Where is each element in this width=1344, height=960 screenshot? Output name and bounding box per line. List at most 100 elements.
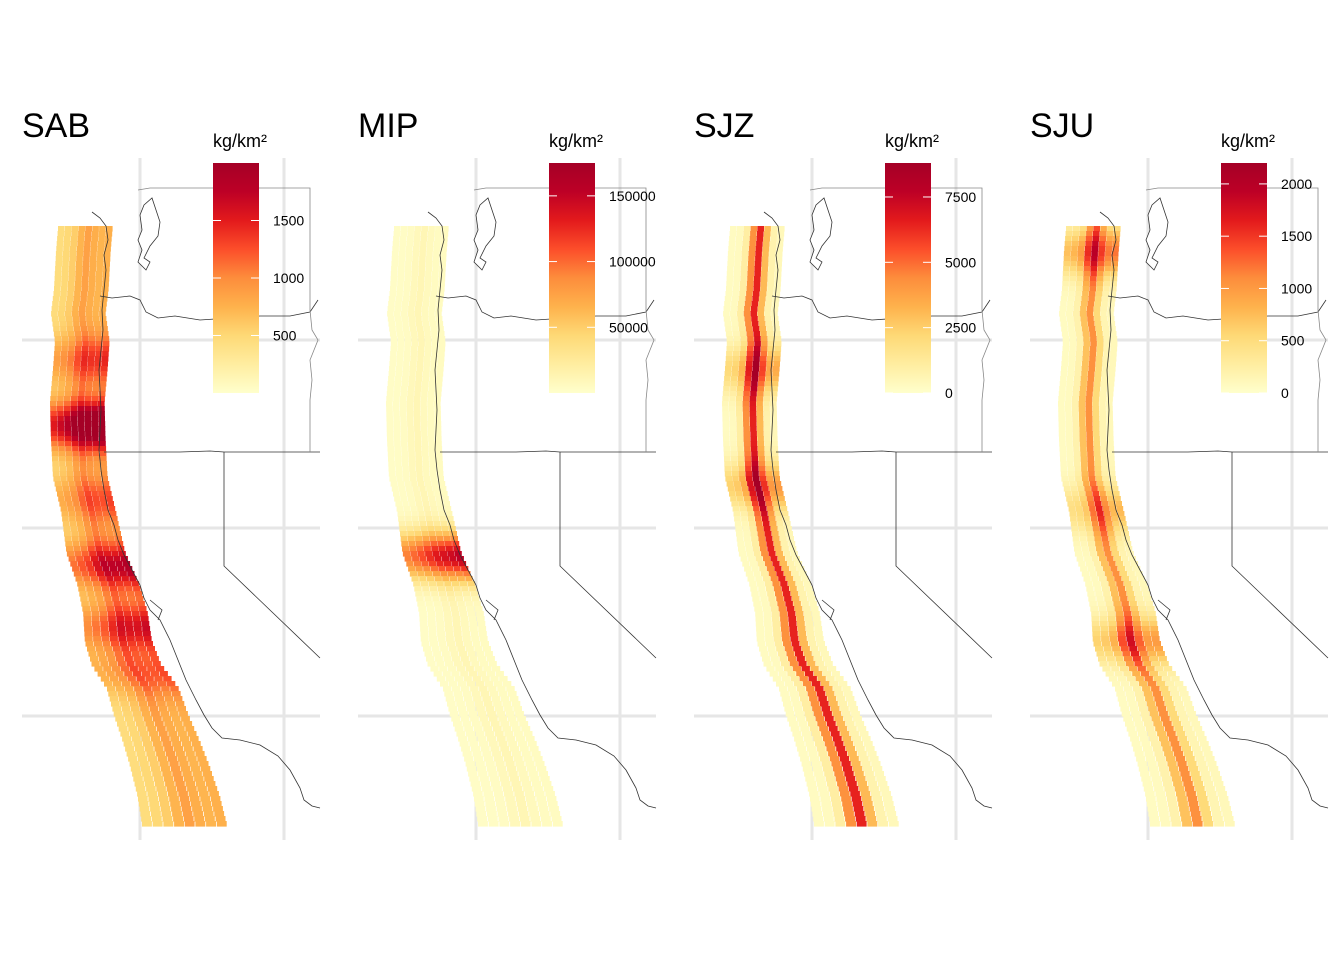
density-cell <box>737 496 744 502</box>
density-cell <box>453 631 462 637</box>
density-cell <box>742 411 750 417</box>
density-cell <box>1107 306 1115 312</box>
density-cell <box>818 751 828 757</box>
density-cell <box>172 741 182 747</box>
density-cell <box>412 521 420 527</box>
density-cell <box>434 491 441 497</box>
density-cell <box>1201 746 1211 752</box>
density-cell <box>1110 341 1118 347</box>
density-cell <box>1110 351 1117 357</box>
density-cell <box>422 321 430 327</box>
density-cell <box>407 426 414 432</box>
density-cell <box>840 791 850 797</box>
density-cell <box>1070 521 1078 527</box>
density-cell <box>723 306 731 312</box>
density-cell <box>801 576 809 582</box>
density-cell <box>776 246 783 252</box>
density-cell <box>179 711 188 717</box>
density-cell <box>1093 311 1100 317</box>
density-cell <box>470 631 479 637</box>
density-cell <box>800 596 808 602</box>
density-cell <box>434 396 441 402</box>
density-cell <box>1159 736 1168 742</box>
density-cell <box>463 676 472 682</box>
density-cell <box>743 386 751 392</box>
density-cell <box>425 256 433 262</box>
density-cell <box>466 706 476 712</box>
density-cell <box>109 631 118 637</box>
density-cell <box>1106 426 1114 432</box>
density-cell <box>437 366 444 372</box>
density-cell <box>408 566 416 572</box>
density-cell <box>428 381 436 387</box>
density-cell <box>755 616 764 622</box>
density-cell <box>151 816 162 822</box>
density-cell <box>1077 516 1084 522</box>
density-cell <box>462 751 472 757</box>
density-cell <box>738 461 745 467</box>
density-cell <box>419 621 428 627</box>
density-cell <box>64 436 72 442</box>
density-cell <box>1166 706 1176 712</box>
density-cell <box>1109 356 1117 362</box>
density-cell <box>766 541 774 547</box>
density-cell <box>751 456 758 462</box>
density-cell <box>435 531 443 537</box>
density-cell <box>1086 436 1093 442</box>
density-cell <box>419 616 428 622</box>
density-cell <box>777 526 785 532</box>
density-cell <box>1096 331 1103 337</box>
density-cell <box>784 706 794 712</box>
density-cell <box>417 286 425 292</box>
density-cell <box>453 566 461 572</box>
density-cell <box>1104 266 1111 272</box>
density-cell <box>774 641 783 647</box>
density-cell <box>425 266 432 272</box>
density-cell <box>495 671 504 677</box>
density-cell <box>415 301 423 307</box>
density-cell <box>70 561 78 567</box>
density-cell <box>802 681 812 687</box>
density-cell <box>758 381 765 387</box>
density-cell <box>67 506 74 512</box>
density-cell <box>1061 356 1069 362</box>
density-cell <box>1125 566 1133 572</box>
density-cell <box>400 426 407 432</box>
density-cell <box>430 356 438 362</box>
density-cell <box>120 666 130 672</box>
density-cell <box>756 581 765 587</box>
density-cell <box>160 806 171 812</box>
density-cell <box>135 661 144 667</box>
density-cell <box>414 231 421 237</box>
density-cell <box>115 536 122 542</box>
density-cell <box>128 726 138 732</box>
density-cell <box>774 481 782 487</box>
density-cell <box>1117 511 1125 517</box>
density-cell <box>552 821 563 827</box>
density-cell <box>1072 226 1080 232</box>
density-cell <box>195 781 206 787</box>
density-cell <box>834 741 844 747</box>
density-cell <box>105 526 113 532</box>
density-cell <box>805 671 814 677</box>
density-cell <box>80 361 88 367</box>
density-cell <box>767 481 775 487</box>
density-cell <box>451 611 460 617</box>
density-cell <box>740 481 747 487</box>
density-cell <box>800 726 810 732</box>
density-cell <box>533 786 543 792</box>
density-cell <box>1091 516 1098 522</box>
density-cell <box>154 746 164 752</box>
density-cell <box>388 296 396 302</box>
density-cell <box>415 456 422 462</box>
density-cell <box>1116 621 1125 627</box>
density-cell <box>474 646 483 652</box>
density-cell <box>1108 371 1116 377</box>
density-cell <box>84 401 91 407</box>
density-cell <box>398 516 405 522</box>
density-cell <box>1066 386 1073 392</box>
density-cell <box>823 816 834 822</box>
density-cell <box>1097 511 1104 517</box>
density-cell <box>1100 431 1107 437</box>
density-cell <box>52 301 59 307</box>
